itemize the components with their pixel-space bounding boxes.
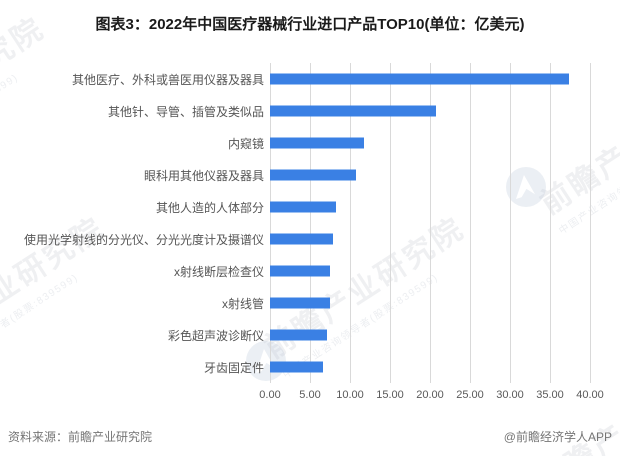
x-tick-label: 10.00 — [336, 389, 364, 401]
bar — [270, 329, 327, 341]
bar-row: 彩色超声波诊断仪 — [0, 319, 620, 351]
bar-track — [270, 95, 590, 127]
bar — [270, 233, 334, 245]
plot-gridlines — [270, 63, 591, 383]
gridline — [590, 63, 591, 383]
x-tick-label: 25.00 — [456, 389, 484, 401]
bar-row: 其他针、导管、插管及类似品 — [0, 95, 620, 127]
category-label: x射线管 — [221, 296, 264, 311]
category-label: 其他针、导管、插管及类似品 — [107, 104, 264, 119]
gridline — [470, 63, 471, 383]
category-label: 牙齿固定件 — [203, 360, 264, 375]
bar-track — [270, 255, 590, 287]
bar — [270, 169, 356, 181]
bar-row: 其他人造的人体部分 — [0, 191, 620, 223]
x-tick-label: 5.00 — [299, 389, 321, 401]
bar — [270, 137, 365, 149]
source-note: 资料来源：前瞻产业研究院 — [8, 430, 153, 444]
bar — [270, 201, 337, 213]
gridline — [270, 63, 271, 383]
bar — [270, 265, 330, 277]
credit-note: @前瞻经济学人APP — [503, 430, 612, 444]
chart-title: 图表3：2022年中国医疗器械行业进口产品TOP10(单位：亿美元) — [95, 16, 525, 33]
bar-row: 使用光学射线的分光仪、分光光度计及摄谱仪 — [0, 223, 620, 255]
bar-row: 眼科用其他仪器及器具 — [0, 159, 620, 191]
bar-track — [270, 287, 590, 319]
bar — [270, 105, 437, 117]
bar-track — [270, 127, 590, 159]
bar-track — [270, 159, 590, 191]
category-label: x射线断层检查仪 — [173, 264, 264, 279]
bar-chart: 其他医疗、外科或兽医用仪器及器具其他针、导管、插管及类似品内窥镜眼科用其他仪器及… — [0, 63, 620, 383]
bar-track — [270, 351, 590, 383]
gridline — [310, 63, 311, 383]
bar-track — [270, 63, 590, 95]
category-label: 眼科用其他仪器及器具 — [143, 168, 264, 183]
bar-row: x射线管 — [0, 287, 620, 319]
bar-rows: 其他医疗、外科或兽医用仪器及器具其他针、导管、插管及类似品内窥镜眼科用其他仪器及… — [0, 63, 620, 383]
x-tick-label: 35.00 — [536, 389, 564, 401]
footer: 资料来源：前瞻产业研究院 @前瞻经济学人APP — [8, 428, 612, 445]
gridline — [390, 63, 391, 383]
category-label: 彩色超声波诊断仪 — [167, 328, 264, 343]
x-tick-label: 20.00 — [416, 389, 444, 401]
category-label: 使用光学射线的分光仪、分光光度计及摄谱仪 — [23, 232, 264, 247]
gridline — [510, 63, 511, 383]
x-tick-label: 40.00 — [576, 389, 604, 401]
bar — [270, 73, 570, 85]
bar-row: 内窥镜 — [0, 127, 620, 159]
x-tick-label: 0.00 — [259, 389, 281, 401]
x-tick-label: 30.00 — [496, 389, 524, 401]
bar-track — [270, 223, 590, 255]
gridline — [350, 63, 351, 383]
bar-track — [270, 319, 590, 351]
bar-row: 其他医疗、外科或兽医用仪器及器具 — [0, 63, 620, 95]
bar-row: x射线断层检查仪 — [0, 255, 620, 287]
x-tick-label: 15.00 — [376, 389, 404, 401]
category-label: 其他人造的人体部分 — [155, 200, 264, 215]
x-axis: 0.00 5.00 10.00 15.00 20.00 25.00 30.00 35.00 40… — [259, 389, 603, 409]
bar-track — [270, 191, 590, 223]
gridline — [430, 63, 431, 383]
category-label: 其他医疗、外科或兽医用仪器及器具 — [71, 72, 264, 87]
bar — [270, 361, 323, 373]
gridline — [550, 63, 551, 383]
bar-row: 牙齿固定件 — [0, 351, 620, 383]
bar — [270, 297, 330, 309]
category-label: 内窥镜 — [227, 136, 264, 151]
